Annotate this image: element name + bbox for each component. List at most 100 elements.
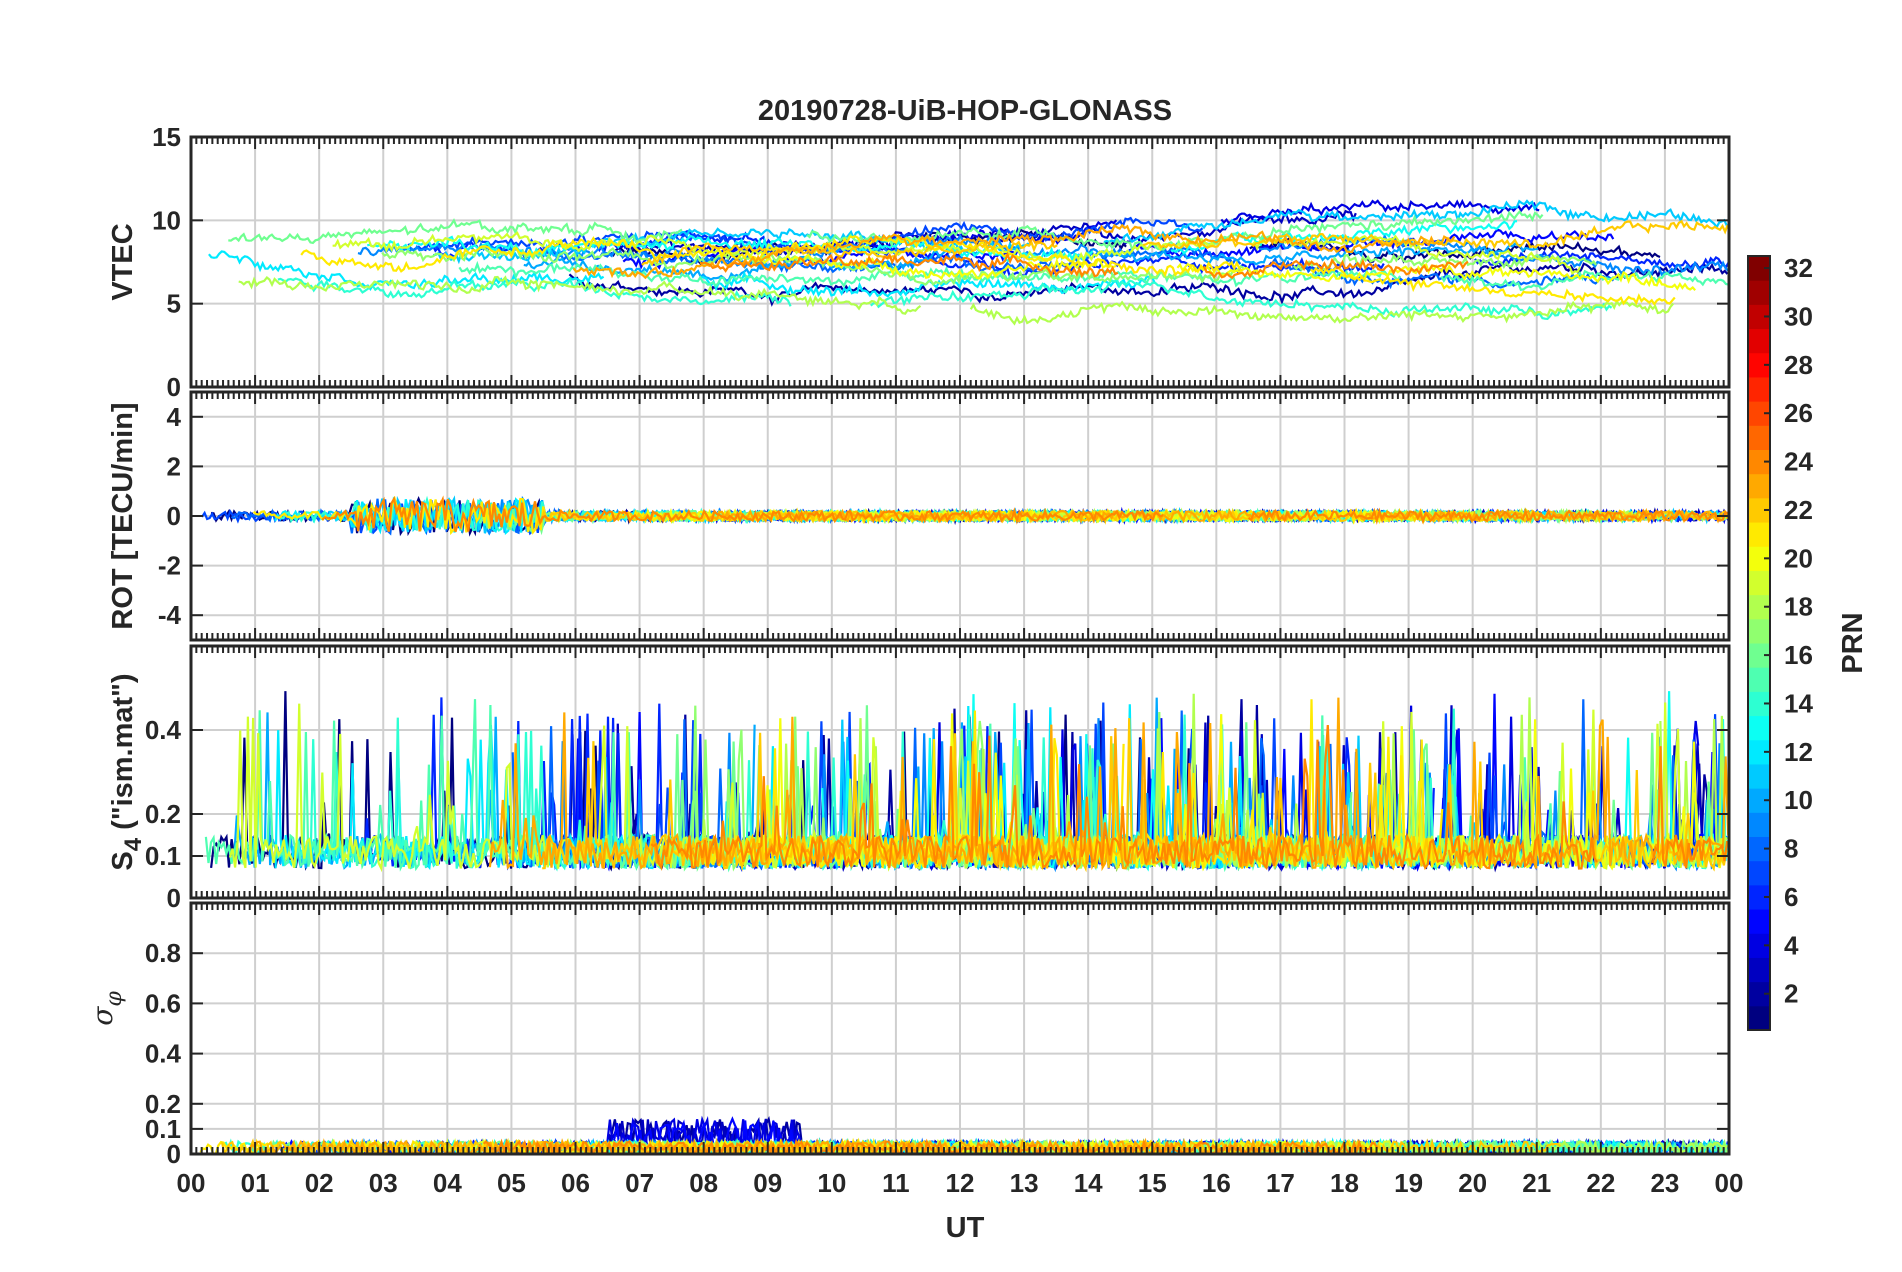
colorbar-segment-prn-17 — [1748, 618, 1770, 644]
series-prn-18-segment-2 — [969, 299, 1675, 326]
x-tick-label: 11 — [882, 1168, 910, 1198]
colorbar-segment-prn-14 — [1748, 691, 1770, 717]
panel-rot-series — [201, 495, 1729, 537]
panel-vtec-series — [208, 198, 1729, 326]
y-axis-label-main: S — [107, 851, 139, 870]
y-tick-label: 0.1 — [145, 1114, 181, 1144]
y-tick-label: 0.4 — [145, 715, 182, 745]
x-tick-label: 14 — [1074, 1168, 1103, 1198]
y-axis-label-rest: ("ism.mat") — [107, 673, 139, 837]
x-tick-label: 09 — [753, 1168, 782, 1198]
x-tick-label: 06 — [561, 1168, 590, 1198]
y-tick-label: 4 — [167, 402, 182, 432]
y-tick-label: 0.8 — [145, 938, 181, 968]
y-axis-label: S4 ("ism.mat") — [107, 673, 147, 870]
x-tick-label: 18 — [1330, 1168, 1359, 1198]
chart-title: 20190728-UiB-HOP-GLONASS — [758, 95, 1172, 127]
x-tick-label: 08 — [689, 1168, 718, 1198]
colorbar-segment-prn-21 — [1748, 522, 1770, 547]
y-tick-label: 0.2 — [145, 799, 181, 829]
series-prn-23-segment-2 — [1161, 230, 1456, 253]
y-tick-label: -2 — [158, 551, 181, 581]
colorbar-segment-prn-11 — [1748, 763, 1770, 789]
colorbar-segment-prn-3 — [1748, 957, 1770, 983]
x-tick-label: 10 — [817, 1168, 846, 1198]
y-tick-label: 2 — [167, 451, 181, 481]
colorbar-label: PRN — [1837, 612, 1869, 673]
x-tick-label: 15 — [1138, 1168, 1167, 1198]
x-tick-label: 22 — [1586, 1168, 1615, 1198]
series-prn-10-segment-2 — [1098, 242, 1539, 266]
series-prn-23 — [572, 223, 1161, 280]
colorbar-tick-label: 16 — [1784, 640, 1813, 670]
x-tick-label: 05 — [497, 1168, 526, 1198]
colorbar-segment-prn-6 — [1748, 884, 1770, 910]
colorbar-tick-label: 18 — [1784, 592, 1813, 622]
series-prn-22 — [641, 240, 1058, 267]
colorbar-tick-label: 30 — [1784, 301, 1813, 331]
panel-s4-series — [204, 691, 1729, 873]
x-tick-label: 21 — [1522, 1168, 1551, 1198]
x-tick-label: 04 — [433, 1168, 462, 1198]
series-prn-21 — [300, 233, 1243, 278]
series-prn-18 — [238, 275, 922, 315]
y-tick-label: 0.1 — [145, 841, 181, 871]
series-prn-24 — [482, 1138, 1062, 1154]
y-axis-label: VTEC — [107, 223, 139, 300]
panel-vtec: 0 5 10 15 VTEC — [107, 122, 1731, 402]
colorbar-segment-prn-24 — [1748, 449, 1770, 475]
colorbar-tick-label: 6 — [1784, 882, 1798, 912]
colorbar-tick-label: 20 — [1784, 543, 1813, 573]
colorbar-segment-prn-26 — [1748, 401, 1770, 426]
colorbar-segment-prn-18 — [1748, 594, 1770, 620]
y-tick-label: 10 — [152, 205, 181, 235]
x-tick-label: 01 — [241, 1168, 270, 1198]
colorbar-segment-prn-27 — [1748, 376, 1770, 402]
colorbar-tick-label: 8 — [1784, 834, 1798, 864]
panel-rot: -4 -2 0 2 4 ROT [TECU/min] — [107, 390, 1731, 642]
x-tick-labels: 00 01 02 03 04 05 06 07 08 09 10 11 12 13 14 15 16 17 18 19… — [177, 1168, 1744, 1198]
colorbar-segment-prn-8 — [1748, 836, 1770, 862]
series-prn-11-segment-2 — [1103, 199, 1728, 244]
colorbar-frame — [1747, 255, 1771, 1031]
series-prn-17-segment-2 — [1292, 253, 1598, 272]
series-prn-24 — [321, 495, 1164, 533]
colorbar-segment-prn-28 — [1748, 352, 1770, 378]
x-tick-label: 16 — [1202, 1168, 1231, 1198]
x-tick-label: 00 — [1715, 1168, 1744, 1198]
y-tick-label: 0 — [167, 501, 181, 531]
panel-s4: 0 0.1 0.2 0.4S4 ("ism.mat") — [107, 644, 1731, 913]
colorbar-tick-label: 32 — [1784, 253, 1813, 283]
colorbar-segment-prn-23 — [1748, 473, 1770, 499]
y-axis-label: σφ — [86, 991, 127, 1026]
x-tick-label: 12 — [946, 1168, 975, 1198]
series-prn-14 — [277, 276, 792, 307]
colorbar-tick-label: 28 — [1784, 350, 1813, 380]
colorbar-tick-label: 24 — [1784, 447, 1813, 477]
y-tick-label: 15 — [152, 122, 181, 152]
colorbar-tick-label: 12 — [1784, 737, 1813, 767]
x-tick-label: 20 — [1458, 1168, 1487, 1198]
series-prn-16 — [228, 218, 683, 245]
colorbar-segment-prn-15 — [1748, 667, 1770, 692]
colorbar-segment-prn-2 — [1748, 981, 1770, 1007]
x-tick-label: 02 — [305, 1168, 334, 1198]
series-prn-24-segment-2 — [1071, 1138, 1379, 1154]
colorbar-segment-prn-5 — [1748, 909, 1770, 934]
colorbar-segment-prn-7 — [1748, 860, 1770, 886]
y-tick-label: 0 — [167, 883, 181, 913]
colorbar-segment-prn-20 — [1748, 546, 1770, 571]
colorbar-segment-prn-13 — [1748, 715, 1770, 741]
colorbar-tick-label: 2 — [1784, 979, 1798, 1009]
colorbar-segment-prn-30 — [1748, 304, 1770, 330]
colorbar-segment-prn-22 — [1748, 497, 1770, 523]
x-tick-label: 00 — [177, 1168, 206, 1198]
colorbar-segment-prn-1 — [1748, 1005, 1770, 1031]
colorbar-segment-prn-4 — [1748, 933, 1770, 958]
colorbar-segment-prn-25 — [1748, 425, 1770, 450]
colorbar-tick-label: 4 — [1784, 930, 1799, 960]
series-prn-24-segment-2 — [1202, 257, 1469, 280]
y-tick-label: 0 — [167, 372, 181, 402]
